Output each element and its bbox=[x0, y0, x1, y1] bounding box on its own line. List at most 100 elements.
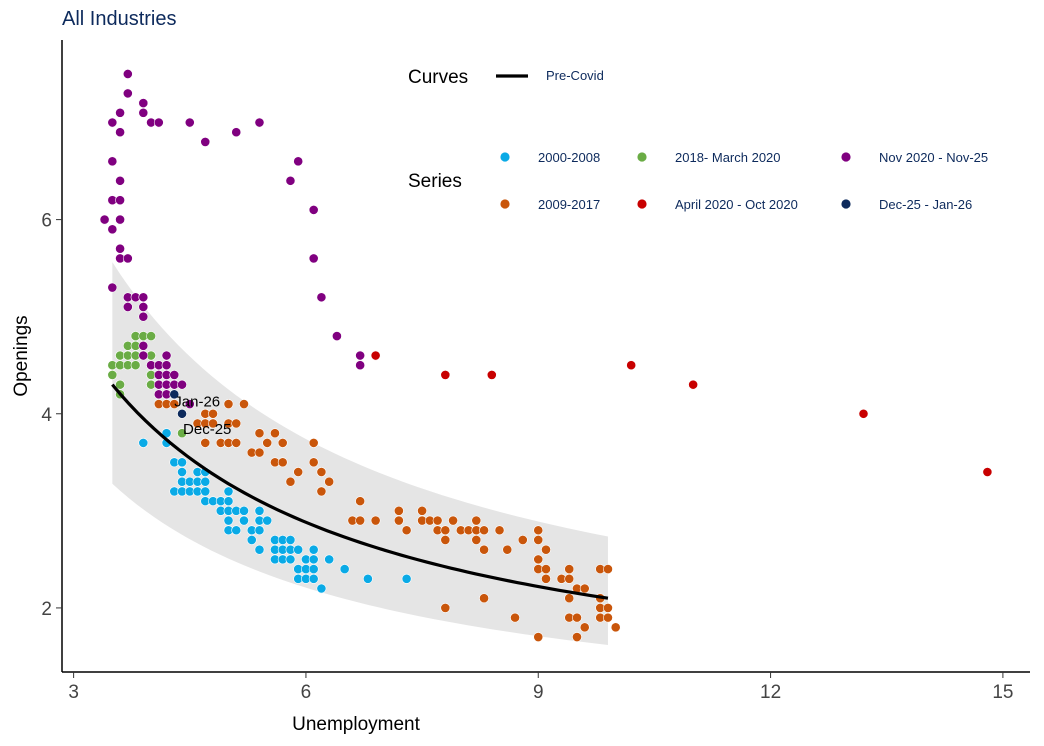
data-point bbox=[169, 399, 180, 409]
data-point bbox=[293, 467, 304, 477]
data-point bbox=[440, 525, 451, 536]
data-point bbox=[254, 544, 265, 555]
data-point bbox=[115, 379, 125, 390]
data-point bbox=[486, 370, 497, 380]
data-point bbox=[122, 88, 133, 99]
data-point bbox=[115, 243, 125, 254]
data-point bbox=[471, 535, 482, 545]
data-point bbox=[184, 399, 195, 409]
data-point bbox=[138, 437, 149, 448]
data-point bbox=[138, 98, 149, 109]
data-point bbox=[107, 224, 118, 235]
data-point bbox=[231, 418, 242, 429]
data-point bbox=[533, 554, 544, 565]
data-point bbox=[208, 418, 218, 429]
data-point bbox=[285, 476, 296, 487]
x-tick-label: 12 bbox=[760, 682, 781, 703]
data-point bbox=[339, 564, 350, 574]
data-point bbox=[115, 195, 125, 206]
data-point bbox=[517, 535, 528, 545]
confidence-band bbox=[112, 262, 608, 646]
data-point bbox=[293, 156, 304, 167]
data-point bbox=[254, 428, 265, 439]
data-point bbox=[502, 544, 513, 555]
data-point bbox=[177, 408, 187, 419]
y-tick-label: 6 bbox=[41, 211, 52, 232]
y-tick-label: 4 bbox=[41, 405, 52, 426]
data-point bbox=[308, 573, 319, 584]
chart-title: All Industries bbox=[62, 8, 177, 30]
legend-label: April 2020 - Oct 2020 bbox=[675, 197, 798, 212]
data-point bbox=[564, 573, 575, 584]
x-tick-label: 15 bbox=[992, 682, 1013, 703]
y-tick-label: 2 bbox=[41, 599, 52, 620]
data-point bbox=[115, 127, 125, 138]
data-point bbox=[308, 564, 319, 574]
x-tick-label: 3 bbox=[68, 682, 79, 703]
data-point bbox=[107, 117, 118, 128]
data-point bbox=[161, 350, 172, 361]
data-point bbox=[479, 544, 489, 555]
legend-key bbox=[841, 152, 851, 162]
data-point bbox=[138, 340, 149, 351]
data-point bbox=[355, 496, 366, 507]
point-label: Jan-26 bbox=[174, 393, 220, 410]
data-point bbox=[308, 253, 319, 264]
data-point bbox=[277, 437, 288, 448]
data-point bbox=[177, 457, 187, 468]
data-point bbox=[184, 117, 195, 128]
data-point bbox=[610, 622, 621, 633]
data-point bbox=[239, 505, 249, 516]
data-point bbox=[510, 612, 520, 623]
data-point bbox=[440, 535, 451, 545]
data-point bbox=[107, 156, 118, 167]
data-point bbox=[254, 505, 265, 516]
data-point bbox=[316, 292, 327, 303]
data-point bbox=[122, 69, 133, 79]
data-point bbox=[626, 360, 637, 371]
data-point bbox=[200, 437, 211, 448]
legend-label: 2009-2017 bbox=[538, 197, 600, 212]
data-point bbox=[393, 505, 404, 516]
legend-label: 2000-2008 bbox=[538, 150, 600, 165]
data-point bbox=[246, 535, 257, 545]
data-point bbox=[982, 467, 993, 477]
data-point bbox=[541, 564, 551, 574]
data-point bbox=[138, 350, 149, 361]
data-point bbox=[138, 292, 149, 303]
data-point bbox=[231, 437, 242, 448]
data-point bbox=[603, 564, 613, 574]
data-point bbox=[177, 428, 187, 439]
data-point bbox=[115, 175, 125, 186]
data-point bbox=[355, 360, 366, 371]
data-point bbox=[285, 554, 296, 565]
data-point bbox=[138, 302, 149, 312]
legend-series-title: Series bbox=[408, 171, 462, 192]
data-point bbox=[308, 437, 319, 448]
data-point bbox=[130, 360, 141, 371]
legend-key bbox=[500, 199, 510, 209]
data-point bbox=[362, 573, 373, 584]
data-point bbox=[479, 525, 489, 536]
data-point bbox=[270, 428, 280, 439]
data-point bbox=[533, 632, 544, 642]
data-point bbox=[440, 603, 451, 613]
data-point bbox=[107, 370, 118, 380]
data-point bbox=[533, 535, 544, 545]
data-point bbox=[138, 311, 149, 322]
data-point bbox=[177, 467, 187, 477]
data-point bbox=[370, 515, 381, 526]
data-point bbox=[858, 408, 869, 419]
data-point bbox=[564, 564, 575, 574]
data-point bbox=[115, 214, 125, 225]
data-point bbox=[603, 612, 613, 623]
data-point bbox=[146, 331, 156, 341]
data-point bbox=[254, 117, 265, 128]
data-point bbox=[223, 496, 234, 507]
data-point bbox=[579, 622, 590, 633]
data-point bbox=[572, 612, 582, 623]
data-point bbox=[316, 583, 327, 594]
data-point bbox=[200, 486, 211, 497]
fitted-curve bbox=[111, 383, 609, 600]
